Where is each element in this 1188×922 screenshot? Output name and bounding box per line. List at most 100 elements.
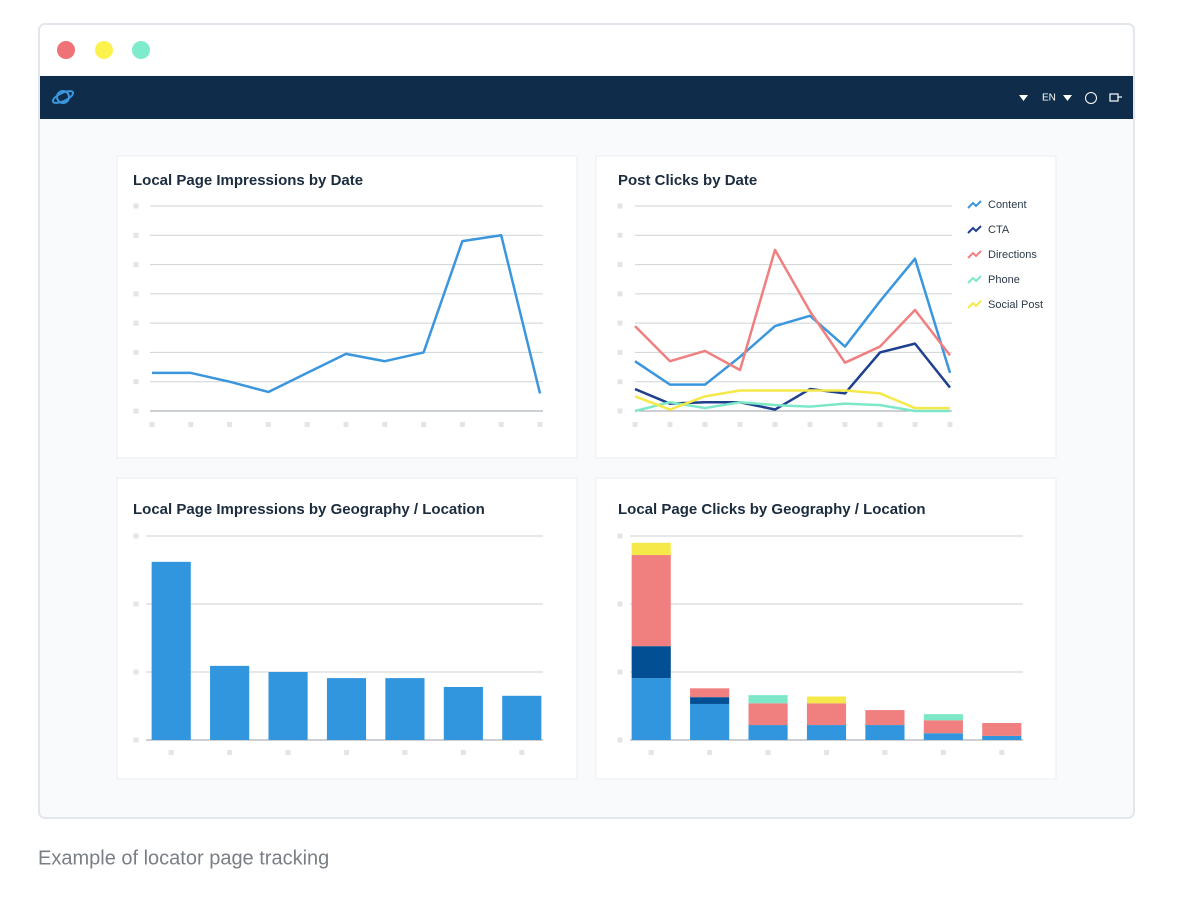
y-tick-mark (133, 262, 139, 268)
x-tick-mark (168, 750, 174, 755)
series-line (634, 257, 952, 386)
chart-title: Local Page Impressions by Date (133, 172, 363, 189)
legend-icon (967, 200, 982, 209)
nav-bar (40, 76, 1133, 119)
x-tick-mark (149, 422, 155, 427)
bar (631, 555, 671, 647)
legend-icon (967, 275, 982, 284)
y-tick-mark (133, 533, 139, 539)
bar (631, 646, 671, 679)
language-selector[interactable]: EN (1042, 93, 1056, 104)
y-tick-mark (133, 669, 139, 675)
x-tick-mark (648, 750, 654, 755)
x-tick-mark (912, 422, 918, 427)
y-tick-mark (617, 349, 623, 355)
y-tick-mark (617, 669, 623, 675)
x-tick-mark (227, 750, 233, 755)
x-tick-mark (382, 422, 388, 427)
x-tick-mark (999, 750, 1005, 755)
y-tick-mark (133, 737, 139, 743)
x-tick-mark (459, 422, 465, 427)
window-close[interactable] (57, 41, 75, 59)
notification-icon[interactable] (1109, 93, 1122, 102)
x-tick-mark (265, 422, 271, 427)
y-tick-mark (133, 408, 139, 414)
series-line (634, 389, 950, 411)
y-tick-mark (133, 203, 139, 209)
bar (210, 665, 250, 740)
x-tick-mark (285, 750, 291, 755)
x-tick-mark (460, 750, 466, 755)
y-tick-mark (617, 737, 623, 743)
x-tick-mark (842, 422, 848, 427)
y-tick-mark (617, 533, 623, 539)
y-tick-mark (617, 262, 623, 268)
bar (631, 678, 671, 740)
x-tick-mark (882, 750, 888, 755)
series-line (152, 234, 542, 394)
x-tick-mark (707, 750, 713, 755)
x-tick-mark (498, 422, 504, 427)
bar (865, 725, 905, 740)
bar (982, 723, 1022, 736)
bar (748, 695, 788, 704)
y-tick-mark (133, 349, 139, 355)
y-tick-mark (617, 203, 623, 209)
bar (385, 678, 425, 740)
x-tick-mark (940, 750, 946, 755)
y-tick-mark (617, 232, 623, 238)
bar (865, 710, 905, 726)
x-tick-mark (343, 422, 349, 427)
dropdown-arrow[interactable] (1019, 95, 1028, 101)
bar (690, 688, 730, 698)
bar (748, 725, 788, 740)
bar (151, 561, 191, 740)
x-tick-mark (632, 422, 638, 427)
x-tick-mark (765, 750, 771, 755)
series-line (634, 400, 950, 413)
bar (923, 714, 963, 721)
series-line (634, 248, 951, 372)
y-tick-mark (133, 320, 139, 326)
legend-icon (967, 250, 982, 259)
logo[interactable] (51, 89, 75, 106)
x-tick-mark (227, 422, 233, 427)
legend-label: Content (988, 199, 1027, 211)
chart-title: Post Clicks by Date (618, 172, 757, 189)
bar (748, 703, 788, 726)
legend-icon (967, 225, 982, 234)
window-titlebar (40, 25, 1133, 75)
y-tick-mark (617, 320, 623, 326)
y-tick-mark (133, 601, 139, 607)
y-tick-mark (617, 408, 623, 414)
x-tick-mark (344, 750, 349, 755)
bar (982, 735, 1022, 740)
chart-title: Local Page Impressions by Geography / Lo… (133, 501, 485, 518)
y-tick-mark (617, 601, 623, 607)
bar (268, 672, 308, 740)
x-tick-mark (807, 422, 813, 427)
bar (923, 733, 963, 740)
bar (923, 720, 963, 734)
bar (690, 697, 730, 704)
bar (443, 686, 483, 740)
bar (326, 678, 367, 740)
x-tick-mark (667, 422, 673, 427)
bar (690, 703, 730, 740)
x-tick-mark (824, 750, 829, 755)
language-arrow[interactable] (1063, 95, 1072, 101)
x-tick-mark (421, 422, 427, 427)
card (595, 155, 1057, 459)
help-icon[interactable] (1085, 92, 1097, 104)
legend-icon (967, 300, 982, 309)
legend-label: Directions (988, 249, 1037, 261)
bar (806, 725, 847, 740)
x-tick-mark (702, 422, 708, 427)
y-tick-mark (133, 379, 139, 385)
bar (502, 695, 542, 740)
window-minimize[interactable] (95, 41, 113, 59)
x-tick-mark (877, 422, 883, 427)
window-maximize[interactable] (132, 41, 150, 59)
legend-label: Social Post (988, 299, 1043, 311)
bar (806, 703, 847, 726)
